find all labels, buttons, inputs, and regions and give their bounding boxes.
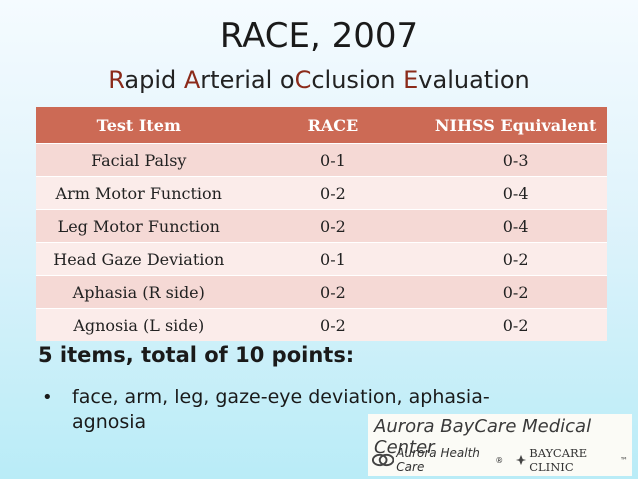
aurora-health-care-label: Aurora Health Care xyxy=(396,446,480,474)
subtitle-text: clusion xyxy=(311,66,404,94)
cell-nihss-score: 0-2 xyxy=(424,308,607,341)
slide-subtitle: Rapid Arterial oCclusion Evaluation xyxy=(0,66,638,94)
logo-center-name: Aurora BayCare Medical Center xyxy=(374,416,592,458)
table-row: Head Gaze Deviation 0-1 0-2 xyxy=(36,242,607,276)
subtitle-acronym-letter: A xyxy=(183,66,201,94)
subtitle-text: rterial o xyxy=(200,66,295,94)
bullet-glyph: • xyxy=(42,387,53,408)
subtitle-acronym-letter: E xyxy=(403,66,419,94)
subtitle-text: apid xyxy=(124,66,184,94)
header-test-item: Test Item xyxy=(36,107,242,144)
cell-test-item: Head Gaze Deviation xyxy=(36,242,242,276)
cell-race-score: 0-2 xyxy=(241,308,425,341)
cell-nihss-score: 0-3 xyxy=(424,143,607,177)
registered-mark: ® xyxy=(495,455,504,465)
cell-race-score: 0-1 xyxy=(241,143,425,177)
cell-race-score: 0-2 xyxy=(241,275,425,309)
cell-nihss-score: 0-2 xyxy=(424,242,607,276)
cell-race-score: 0-2 xyxy=(241,209,425,243)
cell-race-score: 0-1 xyxy=(241,242,425,276)
table-row: Arm Motor Function 0-2 0-4 xyxy=(36,176,607,210)
table-row: Facial Palsy 0-1 0-3 xyxy=(36,143,607,177)
cell-test-item: Facial Palsy xyxy=(36,143,242,177)
table-header: Test Item RACE NIHSS Equivalent xyxy=(36,107,607,144)
subtitle-text: valuation xyxy=(418,66,530,94)
bullet-list-item: • face, arm, leg, gaze-eye deviation, ap… xyxy=(42,385,528,435)
race-table: Test Item RACE NIHSS Equivalent Facial P… xyxy=(36,107,607,341)
baycare-clinic-label: BAYCARE CLINIC xyxy=(529,446,588,474)
cell-race-score: 0-2 xyxy=(241,176,425,210)
cell-nihss-score: 0-4 xyxy=(424,176,607,210)
summary-heading: 5 items, total of 10 points: xyxy=(38,343,355,367)
table-row: Agnosia (L side) 0-2 0-2 xyxy=(36,308,607,341)
header-race: RACE xyxy=(241,107,425,144)
header-nihss: NIHSS Equivalent xyxy=(424,107,607,144)
institution-logo: Aurora BayCare Medical Center Aurora Hea… xyxy=(368,414,632,476)
race-table-container: Test Item RACE NIHSS Equivalent Facial P… xyxy=(36,107,607,341)
cell-nihss-score: 0-2 xyxy=(424,275,607,309)
table-row: Aphasia (R side) 0-2 0-2 xyxy=(36,275,607,309)
table-row: Leg Motor Function 0-2 0-4 xyxy=(36,209,607,243)
cell-test-item: Aphasia (R side) xyxy=(36,275,242,309)
aurora-swirl-icon xyxy=(372,453,395,467)
logo-partners: Aurora Health Care ® BAYCARE CLINIC ™ xyxy=(372,446,628,474)
bullet-text: face, arm, leg, gaze-eye deviation, apha… xyxy=(72,386,490,433)
slide-title: RACE, 2007 xyxy=(219,16,419,56)
cell-test-item: Leg Motor Function xyxy=(36,209,242,243)
cell-test-item: Agnosia (L side) xyxy=(36,308,242,341)
subtitle-acronym-letter: R xyxy=(108,66,125,94)
cell-nihss-score: 0-4 xyxy=(424,209,607,243)
subtitle-acronym-letter: C xyxy=(294,66,312,94)
cell-test-item: Arm Motor Function xyxy=(36,176,242,210)
baycare-leaf-icon xyxy=(516,454,527,466)
table-body: Facial Palsy 0-1 0-3 Arm Motor Function 0-2 0… xyxy=(36,143,607,341)
trademark-mark: ™ xyxy=(620,455,628,465)
